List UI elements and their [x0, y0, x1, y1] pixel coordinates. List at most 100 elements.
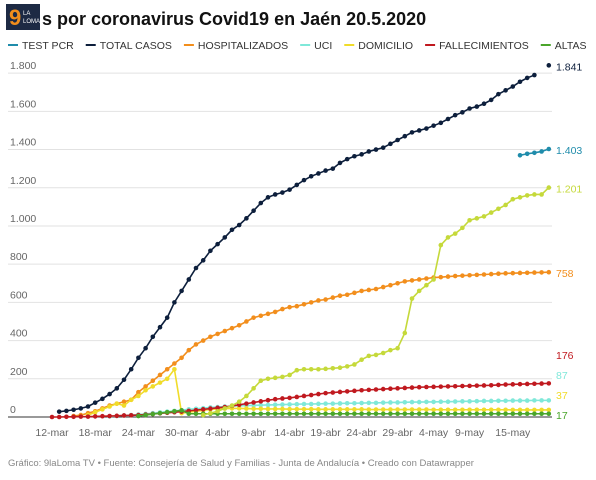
data-point: [294, 411, 300, 417]
data-point: [402, 399, 408, 405]
data-point: [236, 399, 242, 405]
data-point: [388, 347, 393, 353]
data-point: [438, 399, 444, 405]
data-point: [395, 386, 400, 391]
y-tick-label: 800: [10, 251, 28, 263]
data-point: [488, 411, 494, 417]
end-label: 1.841: [556, 61, 582, 73]
data-point: [229, 227, 235, 233]
data-point: [373, 411, 379, 417]
data-point: [532, 411, 537, 417]
data-point: [215, 408, 220, 414]
data-point: [438, 274, 444, 280]
logo-text: LA: [23, 11, 30, 17]
data-point: [496, 411, 501, 417]
data-point: [496, 398, 501, 404]
data-point: [474, 383, 480, 388]
data-point: [409, 385, 415, 390]
y-tick-label: 1.800: [10, 60, 36, 72]
data-point: [200, 258, 206, 263]
data-point: [467, 407, 472, 413]
data-point: [503, 407, 508, 413]
data-point: [438, 120, 444, 126]
data-point: [517, 381, 523, 387]
x-tick-label: 29-abr: [382, 427, 413, 439]
data-point: [373, 387, 379, 392]
x-tick-label: 24-mar: [122, 427, 156, 439]
data-point: [460, 225, 465, 231]
data-point: [424, 407, 429, 412]
data-point: [193, 265, 199, 271]
data-point: [431, 399, 436, 405]
data-point: [337, 389, 343, 395]
data-point: [510, 407, 516, 413]
data-point: [524, 151, 530, 157]
data-point: [380, 407, 386, 412]
data-point: [395, 411, 400, 417]
data-point: [85, 414, 91, 419]
data-point: [388, 282, 393, 288]
data-point: [460, 273, 465, 278]
data-point: [373, 407, 379, 412]
y-tick-label: 400: [10, 328, 28, 340]
data-point: [316, 391, 321, 397]
data-point: [402, 133, 408, 139]
data-point: [510, 196, 516, 202]
data-point: [287, 395, 292, 401]
data-point: [287, 372, 292, 378]
data-point: [150, 378, 156, 384]
data-point: [352, 407, 357, 412]
data-point: [445, 411, 451, 417]
data-point: [452, 407, 458, 413]
data-point: [107, 391, 112, 397]
data-point: [352, 290, 357, 296]
data-point: [287, 406, 292, 412]
data-point: [524, 398, 530, 403]
data-point: [172, 361, 177, 366]
data-point: [474, 216, 480, 221]
data-point: [503, 398, 508, 404]
x-tick-label: 30-mar: [165, 427, 199, 439]
data-point: [258, 399, 264, 404]
data-point: [402, 330, 408, 336]
data-point: [330, 295, 336, 300]
data-point: [215, 331, 220, 337]
data-point: [337, 407, 343, 412]
data-point: [128, 366, 134, 372]
data-point: [373, 400, 379, 406]
x-tick-label: 4-abr: [205, 427, 230, 439]
data-point: [330, 390, 336, 395]
data-point: [164, 366, 170, 372]
end-label: 1.201: [556, 184, 582, 196]
data-point: [546, 381, 552, 386]
data-point: [244, 411, 249, 417]
x-tick-label: 15-may: [495, 427, 531, 439]
data-point: [481, 411, 487, 417]
data-point: [49, 414, 55, 420]
data-point: [438, 242, 444, 248]
data-point: [287, 304, 292, 310]
series-line: [202, 186, 550, 416]
data-point: [366, 149, 372, 154]
y-tick-label: 1.400: [10, 137, 36, 149]
data-point: [359, 387, 364, 393]
data-point: [280, 411, 285, 417]
legend-label: ALTAS: [555, 40, 587, 52]
data-point: [395, 345, 400, 351]
data-point: [431, 407, 436, 413]
data-point: [272, 375, 278, 381]
end-label: 87: [556, 370, 568, 382]
data-point: [524, 75, 530, 81]
data-point: [272, 411, 278, 417]
data-point: [280, 374, 285, 380]
data-point: [107, 404, 112, 409]
data-point: [395, 407, 400, 412]
data-point: [208, 410, 213, 416]
data-point: [352, 411, 357, 417]
data-point: [452, 112, 458, 118]
data-point: [330, 411, 336, 417]
data-point: [244, 216, 249, 221]
data-point: [409, 407, 415, 412]
data-point: [546, 185, 552, 190]
data-point: [344, 407, 350, 412]
